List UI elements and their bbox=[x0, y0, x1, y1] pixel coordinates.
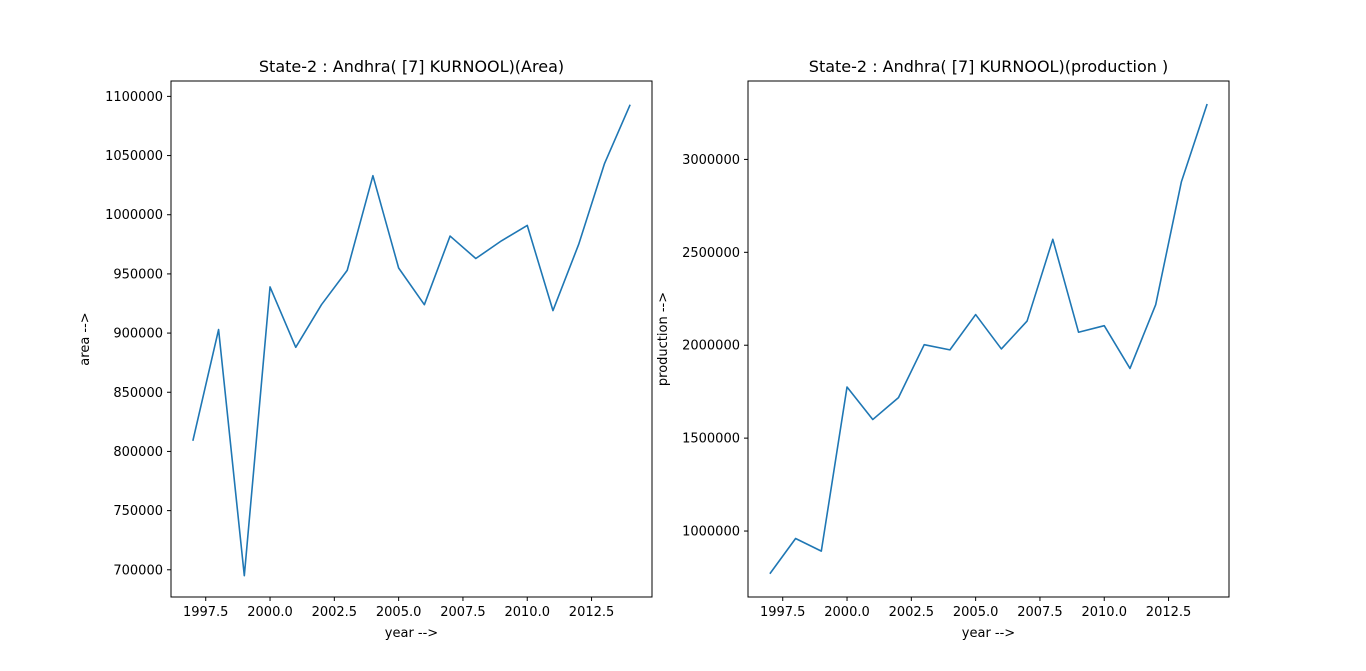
area-chart-y-tick-label: 850000 bbox=[113, 386, 163, 401]
production-chart-y-tick-label: 1000000 bbox=[682, 525, 740, 540]
production-chart-y-tick-label: 1500000 bbox=[682, 432, 740, 447]
area-chart-x-tick-label: 2002.5 bbox=[312, 605, 358, 620]
production-chart-x-tick-label: 2010.0 bbox=[1081, 605, 1127, 620]
production-chart-y-tick-label: 2500000 bbox=[682, 246, 740, 261]
area-chart-x-tick-label: 2012.5 bbox=[569, 605, 615, 620]
area-chart-x-tick-label: 2007.5 bbox=[440, 605, 486, 620]
production-chart-y-tick-label: 3000000 bbox=[682, 153, 740, 168]
production-chart-x-tick-label: 2002.5 bbox=[889, 605, 935, 620]
area-chart-y-tick-label: 700000 bbox=[113, 563, 163, 578]
production-chart: State-2 : Andhra( [7] KURNOOL)(productio… bbox=[656, 57, 1230, 641]
area-chart-y-tick-label: 950000 bbox=[113, 267, 163, 282]
area-chart-title: State-2 : Andhra( [7] KURNOOL)(Area) bbox=[259, 57, 564, 76]
area-chart-x-tick-label: 1997.5 bbox=[183, 605, 229, 620]
production-chart-series-line bbox=[769, 103, 1208, 575]
production-chart-x-tick-label: 2007.5 bbox=[1017, 605, 1063, 620]
area-chart-y-axis-label: area --> bbox=[78, 312, 93, 365]
area-chart-x-axis-label: year --> bbox=[385, 626, 438, 641]
production-chart-x-tick-label: 2012.5 bbox=[1146, 605, 1192, 620]
area-chart-x-tick-label: 2000.0 bbox=[247, 605, 293, 620]
area-chart: State-2 : Andhra( [7] KURNOOL)(Area) yea… bbox=[78, 57, 653, 641]
production-chart-x-axis-label: year --> bbox=[962, 626, 1015, 641]
production-chart-plot-area: 1997.5 2000.0 2002.5 2005.0 2007.5 2010.0 2012… bbox=[682, 80, 1230, 620]
production-chart-y-axis-label: production --> bbox=[656, 292, 671, 386]
area-chart-y-tick-label: 1100000 bbox=[105, 90, 163, 105]
production-chart-frame bbox=[747, 80, 1230, 598]
area-chart-frame bbox=[170, 80, 653, 598]
area-chart-y-tick-label: 1000000 bbox=[105, 208, 163, 223]
production-chart-x-tick-label: 2000.0 bbox=[824, 605, 870, 620]
area-chart-y-tick-label: 800000 bbox=[113, 445, 163, 460]
production-chart-x-tick-label: 2005.0 bbox=[953, 605, 999, 620]
area-chart-y-tick-label: 1050000 bbox=[105, 149, 163, 164]
production-chart-title: State-2 : Andhra( [7] KURNOOL)(productio… bbox=[809, 57, 1168, 76]
production-chart-x-tick-label: 1997.5 bbox=[760, 605, 806, 620]
area-chart-series-line bbox=[192, 104, 631, 577]
area-chart-x-tick-label: 2010.0 bbox=[504, 605, 550, 620]
area-chart-y-tick-label: 750000 bbox=[113, 504, 163, 519]
area-chart-x-tick-label: 2005.0 bbox=[376, 605, 422, 620]
area-chart-y-tick-label: 900000 bbox=[113, 327, 163, 342]
production-chart-y-tick-label: 2000000 bbox=[682, 339, 740, 354]
area-chart-plot-area: 1997.5 2000.0 2002.5 2005.0 2007.5 2010.0 2012… bbox=[105, 80, 653, 620]
